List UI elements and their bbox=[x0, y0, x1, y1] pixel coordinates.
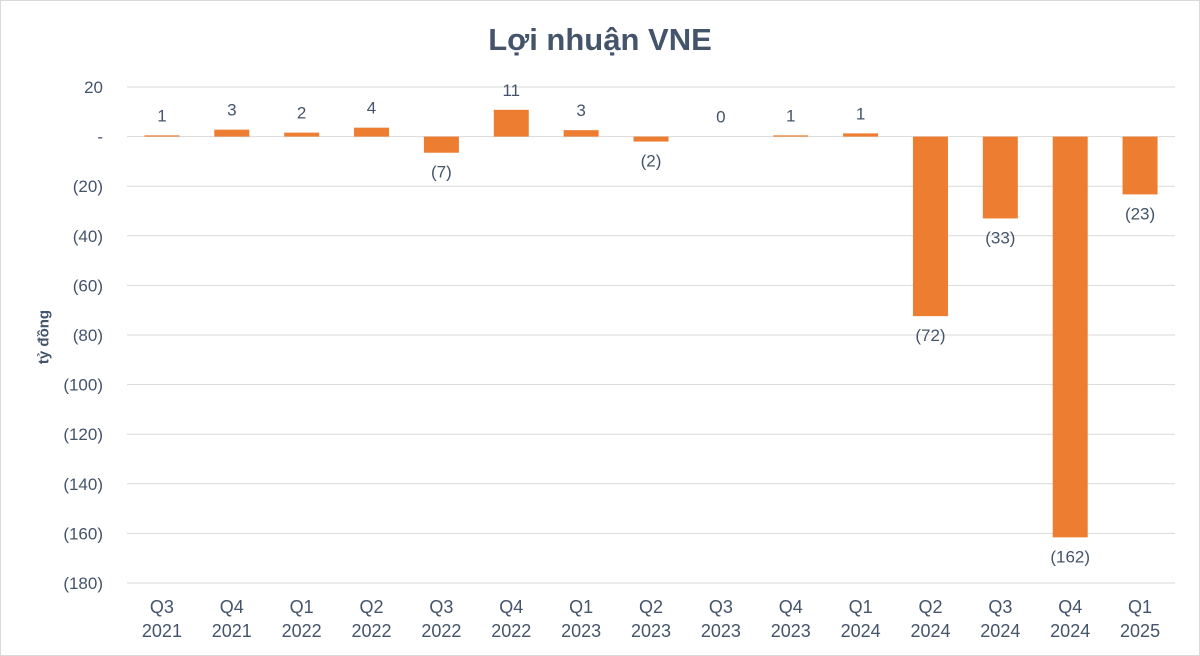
bar bbox=[843, 133, 879, 137]
x-tick-label: 2022 bbox=[491, 621, 531, 641]
data-label: (2) bbox=[641, 152, 662, 171]
x-tick-label: Q4 bbox=[499, 597, 523, 617]
y-tick-label: (60) bbox=[73, 276, 103, 295]
x-tick-label: Q3 bbox=[709, 597, 733, 617]
x-tick-label: Q4 bbox=[1058, 597, 1082, 617]
x-tick-label: Q2 bbox=[639, 597, 663, 617]
bar bbox=[1052, 136, 1088, 538]
data-label: 11 bbox=[502, 81, 520, 100]
y-tick-label: (140) bbox=[63, 475, 103, 494]
x-tick-label: 2022 bbox=[282, 621, 322, 641]
data-label: 2 bbox=[297, 104, 306, 123]
bar bbox=[773, 135, 809, 137]
bar bbox=[633, 136, 669, 142]
bar bbox=[912, 136, 948, 317]
x-tick-label: 2023 bbox=[701, 621, 741, 641]
x-tick-label: Q1 bbox=[849, 597, 873, 617]
chart-title: Lợi nhuận VNE bbox=[488, 22, 712, 57]
x-tick-label: 2023 bbox=[631, 621, 671, 641]
data-label: 1 bbox=[786, 106, 795, 125]
data-label: (23) bbox=[1125, 204, 1155, 223]
data-label: 3 bbox=[227, 101, 236, 120]
data-label: (162) bbox=[1050, 547, 1090, 566]
x-tick-label: 2021 bbox=[142, 621, 182, 641]
x-tick-label: Q3 bbox=[988, 597, 1012, 617]
x-tick-label: Q3 bbox=[429, 597, 453, 617]
bar bbox=[144, 135, 180, 137]
data-label: 1 bbox=[157, 106, 166, 125]
x-tick-label: Q1 bbox=[569, 597, 593, 617]
x-tick-label: 2023 bbox=[561, 621, 601, 641]
x-tick-label: Q4 bbox=[779, 597, 803, 617]
bar bbox=[1122, 136, 1158, 195]
y-tick-label: 20 bbox=[84, 78, 103, 97]
y-tick-label: (180) bbox=[63, 574, 103, 593]
x-tick-label: Q2 bbox=[918, 597, 942, 617]
x-tick-label: Q1 bbox=[290, 597, 314, 617]
x-tick-label: 2024 bbox=[980, 621, 1020, 641]
x-tick-label: Q2 bbox=[360, 597, 384, 617]
data-label: (7) bbox=[431, 163, 452, 182]
x-tick-label: 2024 bbox=[910, 621, 950, 641]
data-label: (33) bbox=[985, 228, 1015, 247]
x-tick-label: 2022 bbox=[352, 621, 392, 641]
y-tick-label: (160) bbox=[63, 524, 103, 543]
data-label: 1 bbox=[856, 104, 865, 123]
data-label: (72) bbox=[915, 326, 945, 345]
y-tick-label: (80) bbox=[73, 326, 103, 345]
y-tick-label: (20) bbox=[73, 177, 103, 196]
x-tick-label: 2025 bbox=[1120, 621, 1160, 641]
bar bbox=[354, 127, 390, 137]
bar bbox=[423, 136, 459, 153]
x-tick-label: Q3 bbox=[150, 597, 174, 617]
y-tick-label: - bbox=[97, 128, 103, 147]
bar bbox=[214, 129, 250, 137]
x-tick-label: Q4 bbox=[220, 597, 244, 617]
data-label: 4 bbox=[367, 99, 376, 118]
y-tick-label: (40) bbox=[73, 227, 103, 246]
bar bbox=[982, 136, 1018, 219]
x-tick-label: 2023 bbox=[771, 621, 811, 641]
y-tick-label: (120) bbox=[63, 425, 103, 444]
x-tick-label: 2024 bbox=[841, 621, 881, 641]
y-tick-label: (100) bbox=[63, 376, 103, 395]
data-label: 3 bbox=[576, 101, 585, 120]
x-tick-label: Q1 bbox=[1128, 597, 1152, 617]
x-tick-label: 2022 bbox=[421, 621, 461, 641]
data-label: 0 bbox=[716, 108, 725, 127]
bar bbox=[284, 132, 320, 137]
bar bbox=[563, 130, 599, 137]
x-tick-label: 2024 bbox=[1050, 621, 1090, 641]
bar bbox=[493, 109, 529, 137]
x-tick-label: 2021 bbox=[212, 621, 252, 641]
